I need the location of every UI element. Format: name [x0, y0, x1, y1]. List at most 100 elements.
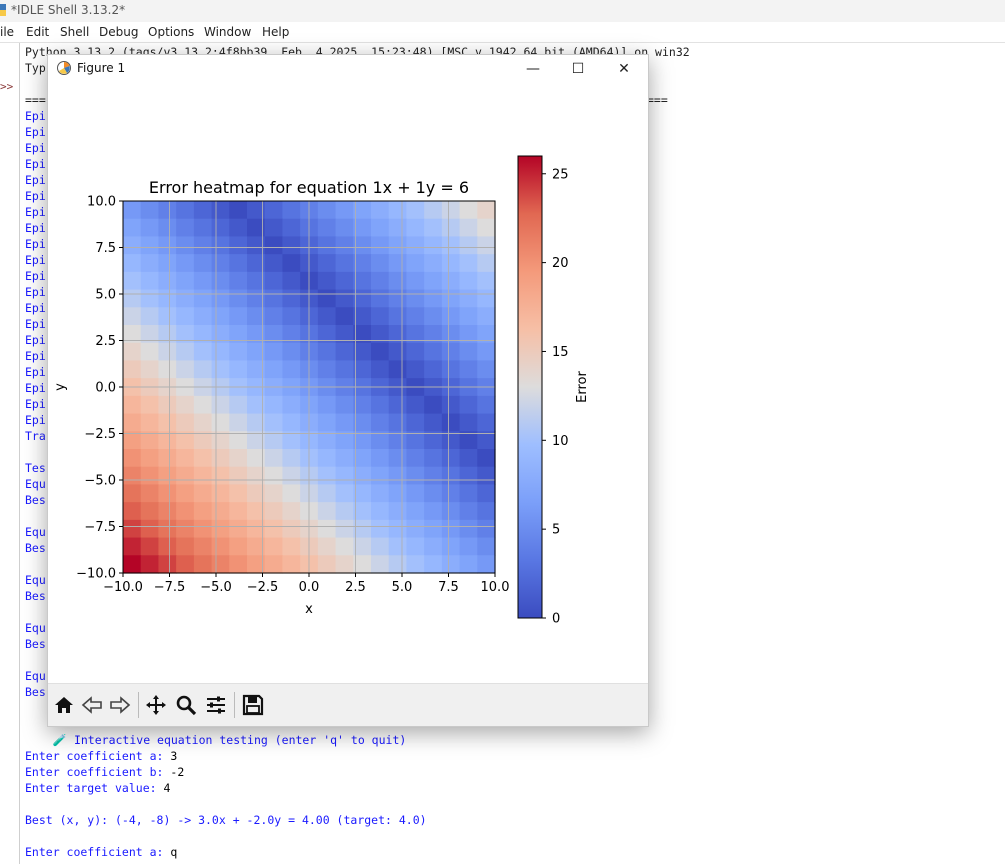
heatmap-cell — [247, 254, 266, 273]
heatmap-cell — [317, 254, 337, 273]
prompt-target-line: Enter target value: 4 — [25, 780, 170, 796]
heatmap-cell — [477, 502, 496, 521]
figure-window[interactable]: Figure 1 — ☐ ✕ −10.0 −7.5 −5.0 −2.5 0.0 2.5 5.… — [47, 54, 649, 727]
training-line: Tra — [25, 429, 46, 443]
pan-icon[interactable] — [145, 694, 167, 716]
zoom-icon[interactable] — [175, 694, 197, 716]
heatmap-cell — [247, 484, 266, 503]
y-axis: 10.0 7.5 5.0 2.5 0.0 −2.5 −5.0 −7.5 −10.0 — [76, 195, 123, 582]
heatmap-cell — [158, 413, 177, 432]
test-line: Tes — [25, 461, 46, 475]
heatmap-cell — [353, 342, 372, 362]
heatmap-cell — [424, 466, 443, 486]
configure-icon[interactable] — [205, 694, 227, 716]
back-icon[interactable] — [81, 694, 103, 716]
heatmap-cell — [193, 201, 213, 220]
x-tick-label: −5.0 — [200, 580, 232, 595]
heatmap-cell — [441, 325, 461, 344]
heatmap-cell — [406, 537, 425, 556]
heatmap-cell — [229, 395, 248, 415]
heatmap-cell — [264, 519, 284, 539]
heatmap-cell — [247, 413, 266, 432]
heatmap-cell — [371, 466, 390, 486]
heatmap-cell — [424, 502, 443, 521]
heatmap-cell — [459, 449, 478, 468]
figure-titlebar[interactable]: Figure 1 — ☐ ✕ — [48, 55, 648, 83]
prompt-a: Enter coefficient a: — [25, 749, 164, 763]
menu-window[interactable]: Window — [204, 25, 252, 39]
heatmap-cell — [371, 289, 390, 308]
forward-icon[interactable] — [109, 694, 131, 716]
separator-right: === — [647, 93, 668, 107]
heatmap-cell — [193, 537, 213, 556]
heatmap-cell — [441, 555, 461, 574]
epoch-line: Epi — [25, 301, 46, 315]
heatmap-cell — [317, 413, 337, 432]
heatmap-cell — [388, 325, 408, 344]
heatmap-cell — [158, 519, 177, 539]
heatmap-cell — [211, 201, 230, 220]
heatmap-cell — [371, 201, 390, 220]
heatmap-cell — [353, 201, 372, 220]
toolbar-separator — [234, 692, 235, 718]
x-axis: −10.0 −7.5 −5.0 −2.5 0.0 2.5 5.0 7.5 10.0 — [103, 573, 509, 595]
epoch-line: Epi — [25, 269, 46, 283]
heatmap-cell — [317, 466, 337, 486]
separator-left: === — [25, 93, 46, 107]
heatmap-cell — [406, 466, 425, 486]
menu-edit[interactable]: Edit — [26, 25, 50, 39]
heatmap-cell — [388, 449, 408, 468]
heatmap-cell — [123, 466, 142, 486]
heatmap-cell — [140, 519, 160, 539]
heatmap-cell — [371, 218, 390, 238]
epoch-line: Epi — [25, 157, 46, 171]
heatmap-cell — [211, 519, 230, 539]
heatmap-cell — [406, 325, 425, 344]
heatmap-cell — [353, 537, 372, 556]
menu-help[interactable]: Help — [262, 25, 290, 39]
save-icon[interactable] — [242, 694, 264, 716]
figure-canvas[interactable]: −10.0 −7.5 −5.0 −2.5 0.0 2.5 5.0 7.5 10.0 10.0 7.… — [48, 83, 648, 683]
heatmap-cell — [459, 289, 478, 308]
y-tick-label: 10.0 — [87, 195, 116, 210]
heatmap-cell — [441, 236, 461, 255]
input-b: -2 — [170, 765, 185, 779]
heatmap-cell — [140, 502, 160, 521]
heatmap-cell — [264, 325, 284, 344]
menu-options[interactable]: Options — [148, 25, 195, 39]
menu-debug[interactable]: Debug — [99, 25, 139, 39]
input-a2[interactable]: q — [170, 845, 178, 859]
heatmap-cell — [406, 254, 425, 273]
home-icon[interactable] — [53, 694, 75, 716]
heatmap-cell — [441, 466, 461, 486]
maximize-button[interactable]: ☐ — [571, 61, 585, 77]
heatmap-cell — [211, 484, 230, 503]
heatmap-cell — [371, 502, 390, 521]
heatmap-cell — [406, 413, 425, 432]
y-axis-label: y — [53, 383, 68, 391]
heatmap-cell — [264, 395, 284, 415]
heatmap-cell — [176, 342, 195, 362]
heatmap-cell — [406, 519, 425, 539]
heatmap-cell — [193, 555, 213, 574]
menu-shell[interactable]: Shell — [60, 25, 90, 39]
x-tick-label: −7.5 — [154, 580, 186, 595]
heatmap-cell — [317, 555, 337, 574]
menu-file[interactable]: ile — [0, 25, 15, 39]
heatmap-cell — [477, 555, 496, 574]
heatmap-cell — [123, 271, 142, 291]
heatmap-cell — [335, 537, 354, 556]
heatmap-cell — [176, 413, 195, 432]
minimize-button[interactable]: — — [526, 61, 540, 77]
heatmap-cell — [264, 342, 284, 362]
close-button[interactable]: ✕ — [618, 61, 630, 77]
figure-title: Figure 1 — [77, 61, 126, 75]
line-gutter: >> — [0, 43, 20, 864]
heatmap-cell — [123, 395, 142, 415]
heatmap-cell — [176, 325, 195, 344]
heatmap-cell — [477, 254, 496, 273]
heatmap-cell — [229, 289, 248, 308]
heatmap-cell — [371, 342, 390, 362]
heatmap-cell — [229, 449, 248, 468]
heatmap-cell — [247, 466, 266, 486]
